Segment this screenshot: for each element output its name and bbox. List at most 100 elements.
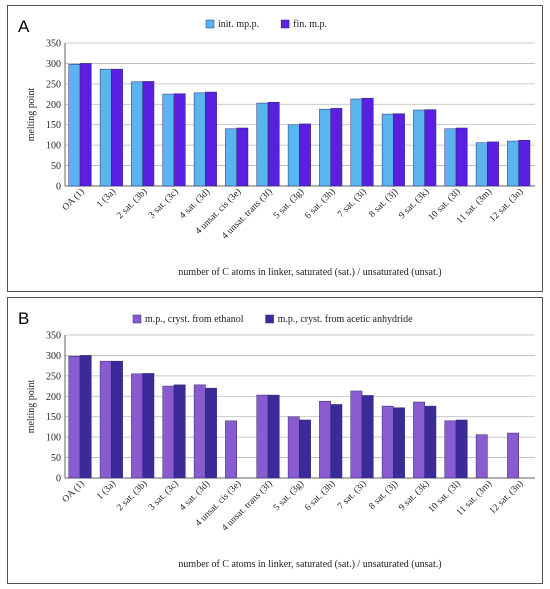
bar [111, 68, 123, 187]
x-tick-label: 8 sat. (3j) [367, 478, 400, 511]
bar [350, 390, 363, 479]
x-tick-label: 3 sat. (3c) [146, 186, 180, 220]
x-tick-label: 5 sat. (3g) [271, 186, 306, 221]
bar [350, 98, 363, 187]
bar [173, 93, 186, 187]
bar [131, 81, 143, 187]
x-tick-label: 2 sat. (3b) [115, 186, 150, 221]
chart-a-svg: A 0 50 100 150 200 250 300 350 OA (1) 1 (3a)2 sat.… [18, 17, 535, 278]
bar [361, 395, 374, 479]
x-tick-label: 8 sat. (3j) [367, 186, 400, 219]
bar [444, 128, 457, 187]
bar [205, 91, 217, 187]
bar [287, 416, 300, 479]
legend-label: fin. m.p. [293, 19, 327, 30]
bar [173, 384, 186, 479]
x-tick-label: 3 sat. (3c) [146, 478, 180, 512]
bar [225, 420, 237, 479]
bar [455, 127, 468, 187]
y-tick-label: 100 [46, 141, 61, 152]
y-tick-label: 250 [46, 79, 61, 90]
y-tick-label: 50 [51, 453, 61, 464]
bar [193, 92, 206, 187]
y-tick-label: 300 [46, 59, 61, 70]
bar [444, 420, 457, 479]
bar [507, 140, 519, 187]
bar [381, 405, 394, 479]
x-tick-label: 5 sat. (3g) [271, 478, 306, 513]
bar [330, 404, 343, 479]
x-tick-label: 6 sat. (3h) [303, 186, 338, 221]
legend-swatch [132, 314, 142, 324]
legend-swatch [280, 19, 290, 29]
x-tick-label: 1 (3a) [94, 186, 118, 210]
bar [68, 355, 81, 479]
y-tick-label: 200 [46, 392, 61, 403]
y-axis-label: melting point [26, 87, 37, 141]
y-axis-label: melting point [26, 379, 37, 433]
bar [142, 373, 155, 479]
bar [393, 407, 405, 479]
bar [475, 434, 488, 479]
x-tick-label: 1 (3a) [94, 478, 118, 502]
legend-swatch [205, 19, 215, 29]
bar [267, 394, 280, 479]
x-tick-label: 12 sat. (3n) [487, 478, 525, 516]
x-tick-label: 7 sat. (3i) [335, 186, 368, 219]
x-tick-label: OA (1) [60, 478, 87, 505]
bar [475, 142, 488, 187]
bar [518, 139, 531, 187]
y-tick-label: 300 [46, 351, 61, 362]
bar [256, 394, 269, 479]
bar [487, 141, 499, 187]
x-tick-label: 6 sat. (3h) [303, 478, 338, 513]
bar [79, 355, 92, 479]
bar [267, 101, 280, 187]
panel-label: A [18, 17, 30, 36]
bar [99, 360, 112, 479]
x-axis-label: number of C atoms in linker, saturated (… [178, 267, 441, 278]
bar [424, 109, 437, 187]
y-tick-label: 200 [46, 100, 61, 111]
legend-label: init. mp.p. [218, 19, 259, 30]
x-tick-label: OA (1) [60, 186, 87, 213]
bar [68, 63, 81, 187]
bar [162, 385, 175, 479]
bar [256, 102, 269, 187]
bar [79, 63, 92, 187]
bar [319, 108, 331, 187]
x-tick-label: 7 sat. (3i) [335, 478, 368, 511]
bar [393, 113, 405, 187]
bar [330, 108, 343, 187]
legend-label: m.p., cryst. from acetic anhydride [278, 314, 414, 325]
y-tick-label: 100 [46, 433, 61, 444]
y-tick-label: 50 [51, 161, 61, 172]
bar [142, 81, 155, 187]
chart-panel-b: B 0 50 100 150 200 250 300 350 OA (1) 1 (3a) 2 sat.… [7, 297, 543, 584]
legend-swatch [265, 314, 274, 324]
bar [413, 109, 425, 187]
x-axis-label: number of C atoms in linker, saturated (… [178, 559, 441, 570]
x-tick-label: 12 sat. (3n) [487, 186, 525, 224]
y-tick-label: 0 [56, 182, 61, 193]
bar [287, 124, 300, 187]
bar [299, 123, 311, 187]
bar [205, 387, 217, 479]
y-tick-label: 350 [46, 331, 61, 342]
bar [162, 93, 175, 187]
bar [99, 68, 112, 187]
y-tick-label: 150 [46, 120, 61, 131]
x-tick-label: 2 sat. (3b) [115, 478, 150, 513]
chart-b-svg: B 0 50 100 150 200 250 300 350 OA (1) 1 (3a)2 sat.… [18, 309, 535, 570]
bar [381, 113, 394, 187]
y-tick-label: 0 [56, 474, 61, 485]
bar [319, 400, 331, 479]
bar [225, 128, 237, 187]
bar [131, 373, 143, 479]
bar [193, 384, 206, 479]
bar [111, 360, 123, 479]
bar [424, 405, 437, 479]
chart-panel-a: A 0 50 100 150 200 250 300 350 OA (1) 1 (3a) 2 sat.… [7, 5, 543, 292]
bar [236, 127, 249, 187]
y-tick-label: 150 [46, 412, 61, 423]
